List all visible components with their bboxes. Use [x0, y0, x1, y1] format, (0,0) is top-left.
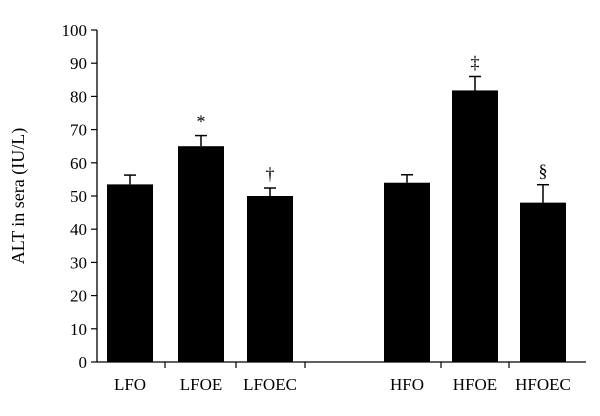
- y-axis-label: ALT in sera (IU/L): [8, 128, 29, 264]
- x-tick-label-lfo: LFO: [114, 375, 146, 394]
- bar-hfoe: [452, 90, 498, 362]
- y-tick-label: 0: [79, 353, 88, 372]
- y-tick-label: 100: [62, 21, 88, 40]
- x-tick-label-lfoec: LFOEC: [243, 375, 297, 394]
- significance-lfoe: *: [197, 112, 206, 132]
- x-tick-label-lfoe: LFOE: [180, 375, 223, 394]
- y-tick-label: 30: [70, 253, 87, 272]
- x-tick-label-hfoe: HFOE: [453, 375, 497, 394]
- bar-lfo: [107, 184, 153, 362]
- plot-area: 0 10 20 30 40 50 60 70 80 90 100 LFO * LFOE † LFOEC HFO ‡…: [62, 21, 586, 394]
- y-tick-label: 60: [70, 154, 87, 173]
- y-tick-label: 20: [70, 287, 87, 306]
- y-tick-label: 10: [70, 320, 87, 339]
- bar-hfoec: [520, 202, 566, 362]
- significance-lfoec: †: [266, 164, 275, 184]
- significance-hfoec: §: [539, 161, 548, 181]
- x-tick-label-hfoec: HFOEC: [515, 375, 571, 394]
- significance-hfoe: ‡: [471, 52, 480, 72]
- bar-lfoec: [247, 196, 293, 362]
- y-tick-label: 40: [70, 220, 87, 239]
- y-tick-label: 90: [70, 54, 87, 73]
- bar-lfoe: [178, 146, 224, 362]
- y-tick-label: 70: [70, 121, 87, 140]
- x-tick-label-hfo: HFO: [390, 375, 424, 394]
- bar-hfo: [384, 182, 430, 362]
- y-tick-label: 50: [70, 187, 87, 206]
- y-tick-label: 80: [70, 87, 87, 106]
